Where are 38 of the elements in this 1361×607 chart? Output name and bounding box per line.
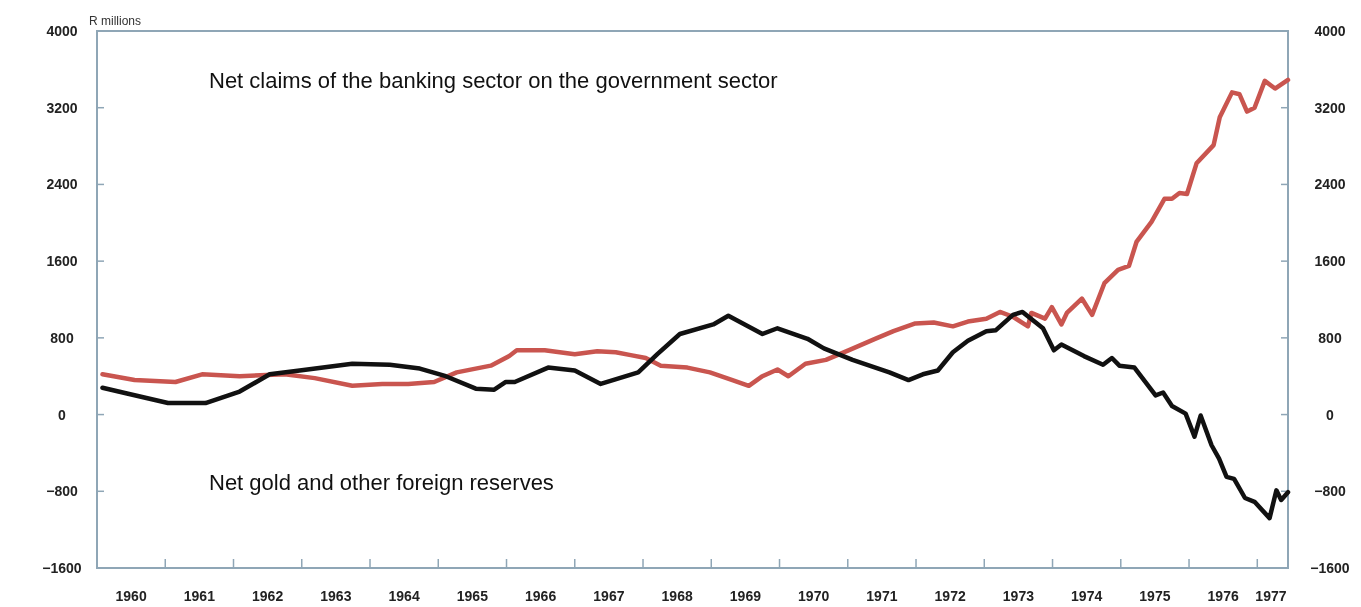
line-series <box>100 309 1291 521</box>
x-tick-label: 1963 <box>320 588 352 604</box>
x-tick-label: 1960 <box>115 588 147 604</box>
y-tick-label: −800 <box>46 483 78 500</box>
y-tick-label: −1600 <box>42 560 82 576</box>
x-tick-label: 1966 <box>525 588 557 604</box>
x-tick-label: 1962 <box>252 588 284 604</box>
y2-tick-label: 800 <box>1318 329 1342 346</box>
x-tick-label: 1961 <box>183 588 216 604</box>
annotation: Net gold and other foreign reserves <box>209 470 554 495</box>
x-tick-label: 1975 <box>1139 588 1171 604</box>
y-tick-label: 2400 <box>46 176 78 193</box>
y2-tick-label: 0 <box>1326 406 1335 423</box>
x-tick-label: 1968 <box>661 588 693 604</box>
x-tick-label: 1977 <box>1255 588 1287 604</box>
y-tick-label: 1600 <box>46 253 78 270</box>
y-axis-title: R millions <box>89 14 142 28</box>
x-tick-label: 1972 <box>934 588 966 604</box>
x-tick-label: 1976 <box>1207 588 1239 604</box>
y-tick-label: 0 <box>58 406 67 423</box>
annotation: Net claims of the banking sector on the government sector <box>209 68 778 93</box>
x-tick-label: 1973 <box>1002 588 1035 604</box>
x-tick-label: 1974 <box>1071 588 1103 604</box>
x-tick-label: 1971 <box>866 588 898 604</box>
y2-tick-label: 4000 <box>1314 23 1346 39</box>
y2-tick-label: 1600 <box>1314 253 1346 270</box>
y2-tick-label: −1600 <box>1310 560 1350 576</box>
x-tick-label: 1965 <box>456 588 489 604</box>
x-tick-label: 1970 <box>798 588 830 604</box>
y-tick-label: 4000 <box>46 23 78 39</box>
y-tick-label: 800 <box>50 329 74 346</box>
y2-tick-label: 3200 <box>1314 99 1346 116</box>
x-tick-label: 1969 <box>729 588 762 604</box>
y2-tick-label: 2400 <box>1314 176 1346 193</box>
y-tick-label: 3200 <box>46 99 78 116</box>
x-tick-label: 1964 <box>388 588 420 604</box>
x-tick-label: 1967 <box>593 588 625 604</box>
y2-tick-label: −800 <box>1314 483 1346 500</box>
